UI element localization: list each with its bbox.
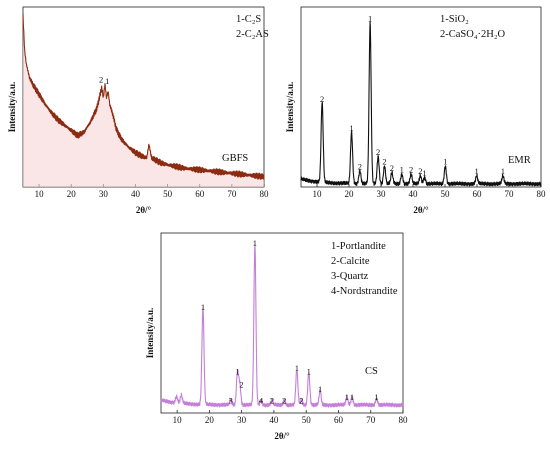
x-tick-label: 60 [195, 189, 205, 199]
peak-label: 1 [443, 157, 447, 167]
x-tick-label: 20 [67, 189, 77, 199]
plot-frame [160, 232, 404, 414]
y-axis-label: Intensity/a.u. [285, 82, 295, 133]
series-line [160, 244, 404, 408]
panel-cs: 10 20 30 40 50 60 70 802θ/°Intensity/a.u.131214… [145, 232, 409, 441]
peak-label: 1 [368, 13, 372, 23]
x-tick-label: 60 [334, 415, 344, 425]
x-tick-label: 80 [537, 189, 547, 199]
x-tick-label: 10 [173, 415, 183, 425]
y-axis-label: Intensity/a.u. [7, 82, 17, 133]
sample-label: GBFS [222, 153, 248, 164]
peak-label: 1 [374, 392, 378, 402]
peak-label: 3 [229, 395, 233, 405]
x-tick-label: 40 [409, 189, 419, 199]
x-tick-label: 50 [441, 189, 451, 199]
legend-entry: 1-Portlandite [331, 241, 386, 252]
peak-label: 2 [382, 157, 386, 167]
peak-label: 2 [320, 94, 324, 104]
series-line [300, 21, 542, 187]
x-tick-label: 70 [366, 415, 376, 425]
series-fill [23, 13, 264, 187]
peak-label: 2 [376, 147, 380, 157]
peak-label: 1 [318, 384, 322, 394]
x-tick-label: 20 [345, 189, 355, 199]
legend-entry: 2-CaSO₄·2H₂O [440, 29, 505, 40]
sample-label: CS [365, 366, 378, 377]
x-tick-label: 10 [313, 189, 323, 199]
legend-entry: 2-Calcite [331, 256, 370, 267]
x-tick-label: 20 [205, 415, 215, 425]
x-tick-label: 10 [35, 189, 45, 199]
legend-entry: 4-Nordstrandite [331, 286, 398, 297]
peak-label: 1 [235, 366, 239, 376]
peak-label: 1 [475, 166, 479, 176]
x-tick-label: 30 [99, 189, 109, 199]
peak-label: 2 [358, 161, 362, 171]
peak-label: 2 [299, 395, 303, 405]
peak-label: 1 [295, 363, 299, 373]
legend-entry: 2-C₂AS [236, 29, 269, 40]
plot-frame [300, 6, 542, 188]
peak-label: 1 [400, 165, 404, 175]
x-tick-label: 60 [473, 189, 483, 199]
x-tick-label: 40 [131, 189, 141, 199]
peak-label: 1 [422, 168, 426, 178]
x-axis-label: 2θ/° [413, 205, 429, 215]
peak-label: 1 [307, 366, 311, 376]
peak-label: 1 [201, 302, 205, 312]
peak-label: 1 [105, 76, 109, 86]
legend-entry: 3-Quartz [331, 271, 369, 282]
y-axis-label: Intensity/a.u. [145, 308, 155, 359]
x-tick-label: 50 [163, 189, 173, 199]
peak-label: 2 [99, 74, 103, 84]
peak-label: 1 [253, 238, 257, 248]
peak-label: 1 [345, 392, 349, 402]
peak-label: 1 [501, 166, 505, 176]
peak-label: 2 [239, 379, 243, 389]
x-tick-label: 40 [269, 415, 279, 425]
sample-label: EMR [508, 155, 531, 166]
x-tick-label: 80 [260, 189, 270, 199]
panel-gbfs: 10 20 30 40 50 60 70 80 2θ/° Intensity/a.u. 2 1 1-C₂… [7, 6, 270, 215]
peak-label: 2 [418, 166, 422, 176]
x-axis-label: 2θ/° [136, 205, 152, 215]
x-tick-label: 70 [505, 189, 515, 199]
x-tick-label: 70 [227, 189, 237, 199]
series-line [22, 13, 265, 180]
legend-entry: 1-SiO₂ [440, 14, 469, 25]
peak-label: 4 [259, 395, 264, 405]
x-tick-label: 80 [399, 415, 409, 425]
x-axis-label: 2θ/° [274, 431, 290, 441]
x-tick-label: 50 [302, 415, 312, 425]
peak-label: 1 [349, 123, 353, 133]
peak-label: 2 [270, 395, 274, 405]
x-tick-label: 30 [377, 189, 387, 199]
peak-label: 1 [350, 392, 354, 402]
peak-label: 2 [282, 395, 286, 405]
x-tick-label: 30 [237, 415, 247, 425]
peak-label: 2 [390, 163, 394, 173]
legend-entry: 1-C₂S [236, 14, 261, 25]
peak-label: 2 [409, 165, 413, 175]
